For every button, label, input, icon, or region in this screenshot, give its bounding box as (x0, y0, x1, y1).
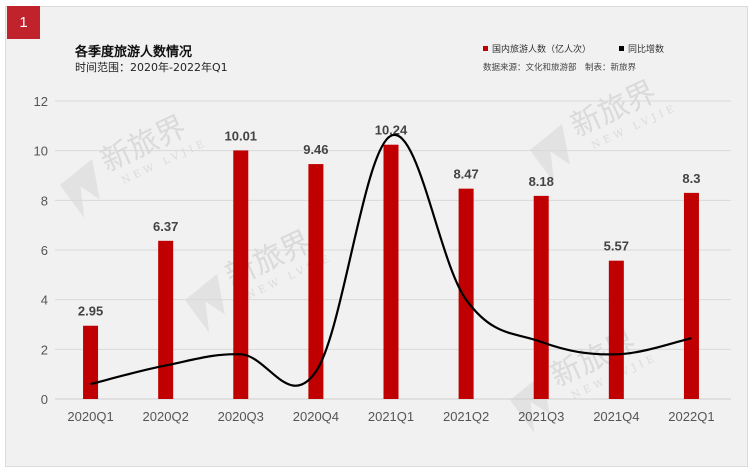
bar (308, 164, 324, 399)
bar-value-label: 10.24 (375, 123, 408, 138)
bar-value-labels: 2.95 6.37 10.01 9.46 10.24 8.47 8.18 5.57 8.3 (78, 123, 701, 319)
data-source-note: 数据来源：文化和旅游部 制表：新旅界 (483, 63, 637, 73)
y-tick-label: 8 (41, 193, 48, 208)
x-tick-label: 2021Q3 (518, 409, 564, 424)
bar (158, 240, 174, 399)
legend-swatch-black-icon (619, 46, 625, 51)
legend-item-bar: 国内旅游人数（亿人次） (483, 42, 591, 55)
chart-subtitle: 时间范围：2020年-2022年Q1 (75, 61, 228, 74)
bar (233, 150, 249, 399)
x-tick-label: 2021Q2 (443, 409, 489, 424)
yoy-line (90, 134, 692, 387)
x-tick-label: 2021Q4 (593, 409, 639, 424)
legend-label: 国内旅游人数（亿人次） (492, 45, 592, 55)
bar-series (83, 144, 699, 399)
bar (683, 192, 699, 399)
bar (383, 144, 399, 399)
bar-value-label: 2.95 (78, 304, 103, 319)
bar-value-label: 5.57 (604, 239, 629, 254)
y-tick-label: 6 (41, 243, 48, 258)
x-tick-label: 2020Q1 (67, 409, 113, 424)
y-tick-label: 12 (34, 94, 48, 109)
legend-item-line: 同比增数 (619, 42, 664, 55)
chart-legend: 国内旅游人数（亿人次） 同比增数 (483, 42, 664, 55)
bar (458, 188, 474, 399)
y-tick-label: 2 (41, 342, 48, 357)
bar (608, 260, 624, 399)
x-tick-label: 2022Q1 (668, 409, 714, 424)
legend-swatch-red-icon (483, 46, 488, 51)
x-tick-label: 2020Q4 (293, 409, 339, 424)
bar-value-label: 8.18 (529, 174, 554, 189)
x-tick-label: 2020Q3 (218, 409, 264, 424)
bar-value-label: 8.47 (453, 167, 478, 182)
bar (83, 325, 99, 399)
x-tick-label: 2020Q2 (143, 409, 189, 424)
y-tick-label: 4 (41, 293, 48, 308)
chart-title: 各季度旅游人数情况 (75, 45, 193, 60)
chart-number-badge: 1 (7, 6, 40, 39)
y-tick-label: 0 (41, 392, 48, 407)
x-tick-label: 2021Q1 (368, 409, 414, 424)
bar-value-label: 8.3 (682, 171, 700, 186)
bar (533, 195, 549, 399)
legend-label: 同比增数 (628, 45, 665, 55)
y-tick-label: 10 (34, 144, 48, 159)
x-axis: 2020Q1 2020Q2 2020Q3 2020Q4 2021Q1 2021Q2 2021… (67, 409, 714, 424)
bar-value-label: 6.37 (153, 219, 178, 234)
line-series (90, 134, 692, 387)
bar-value-label: 10.01 (225, 128, 258, 143)
chart-panel (5, 6, 748, 467)
y-axis: 0 2 4 6 8 10 12 (34, 94, 48, 407)
bar-value-label: 9.46 (303, 142, 328, 157)
